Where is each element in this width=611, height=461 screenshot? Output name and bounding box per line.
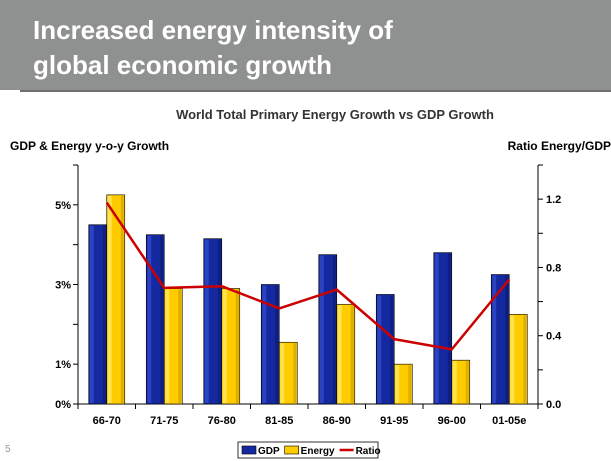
energy-legend-label: Energy	[301, 446, 335, 457]
gdp-bar-shade	[102, 225, 106, 403]
y-axis-left-tick-label: 0%	[55, 399, 71, 411]
x-axis-tick-label: 81-85	[265, 415, 293, 427]
y-axis-right-tick-label: 0.0	[546, 399, 561, 411]
slide-title-line-2: global economic growth	[33, 50, 333, 80]
x-axis-tick-label: 91-95	[380, 415, 408, 427]
x-axis-tick-label: 01-05e	[492, 415, 526, 427]
title-divider	[20, 90, 611, 92]
energy-bar-highlight	[222, 289, 227, 403]
ratio-legend-label: Ratio	[356, 446, 381, 457]
energy-bar-shade	[465, 361, 469, 403]
energy-bar-highlight	[107, 195, 112, 403]
legend-box	[237, 441, 379, 459]
gdp-bar-shade	[160, 235, 164, 403]
gdp-bar-highlight	[262, 285, 267, 403]
y-axis-right-tick-label: 0.4	[546, 331, 562, 343]
chart-title: World Total Primary Energy Growth vs GDP…	[176, 107, 494, 122]
energy-bar-highlight	[280, 343, 285, 403]
x-axis-tick-label: 96-00	[438, 415, 466, 427]
energy-bar-shade	[120, 195, 124, 403]
gdp-legend-swatch	[241, 445, 257, 455]
y-axis-right-tick-label: 0.8	[546, 262, 561, 274]
gdp-bar-shade	[217, 239, 221, 403]
energy-bar-highlight	[452, 361, 457, 403]
energy-bar-shade	[523, 315, 527, 403]
energy-bar-highlight	[510, 315, 515, 403]
gdp-bar-highlight	[492, 275, 497, 403]
gdp-bar-shade	[332, 255, 336, 403]
slide-title-bar: Increased energy intensity of global eco…	[0, 0, 611, 90]
gdp-bar-highlight	[204, 239, 209, 403]
energy-bar-shade	[408, 365, 412, 403]
y-axis-left-tick-label: 5%	[55, 200, 71, 212]
energy-bar-shade	[293, 343, 297, 403]
y-axis-right-tick-label: 1.2	[546, 194, 561, 206]
x-axis-tick-label: 86-90	[323, 415, 351, 427]
energy-bar-shade	[178, 289, 182, 403]
gdp-bar-highlight	[319, 255, 324, 403]
gdp-bar-shade	[505, 275, 509, 403]
gdp-bar-highlight	[89, 225, 94, 403]
x-axis-tick-label: 66-70	[93, 415, 121, 427]
y-axis-title-left: GDP & Energy y-o-y Growth	[10, 139, 169, 153]
x-axis-tick-label: 76-80	[208, 415, 236, 427]
y-axis-title-right: Ratio Energy/GDP	[508, 139, 611, 153]
energy-bar-shade	[350, 305, 354, 403]
energy-bar-highlight	[337, 305, 342, 403]
energy-bar-shade	[235, 289, 239, 403]
y-axis-left-tick-label: 1%	[55, 359, 71, 371]
slide-page-number: 5	[5, 444, 11, 455]
energy-bar-highlight	[395, 365, 400, 403]
gdp-bar-highlight	[377, 295, 382, 403]
slide-title-line-1: Increased energy intensity of	[33, 15, 393, 45]
y-axis-left-tick-label: 3%	[55, 280, 71, 292]
ratio-line	[105, 201, 511, 351]
energy-legend-swatch	[284, 445, 299, 455]
gdp-bar-shade	[390, 295, 394, 403]
x-axis-tick-label: 71-75	[150, 415, 178, 427]
gdp-bar-shade	[275, 285, 279, 403]
energy-bar-highlight	[165, 289, 170, 403]
gdp-bar-highlight	[434, 253, 439, 403]
gdp-legend-label: GDP	[258, 446, 280, 457]
gdp-bar-shade	[447, 253, 451, 403]
gdp-bar-highlight	[147, 235, 152, 403]
